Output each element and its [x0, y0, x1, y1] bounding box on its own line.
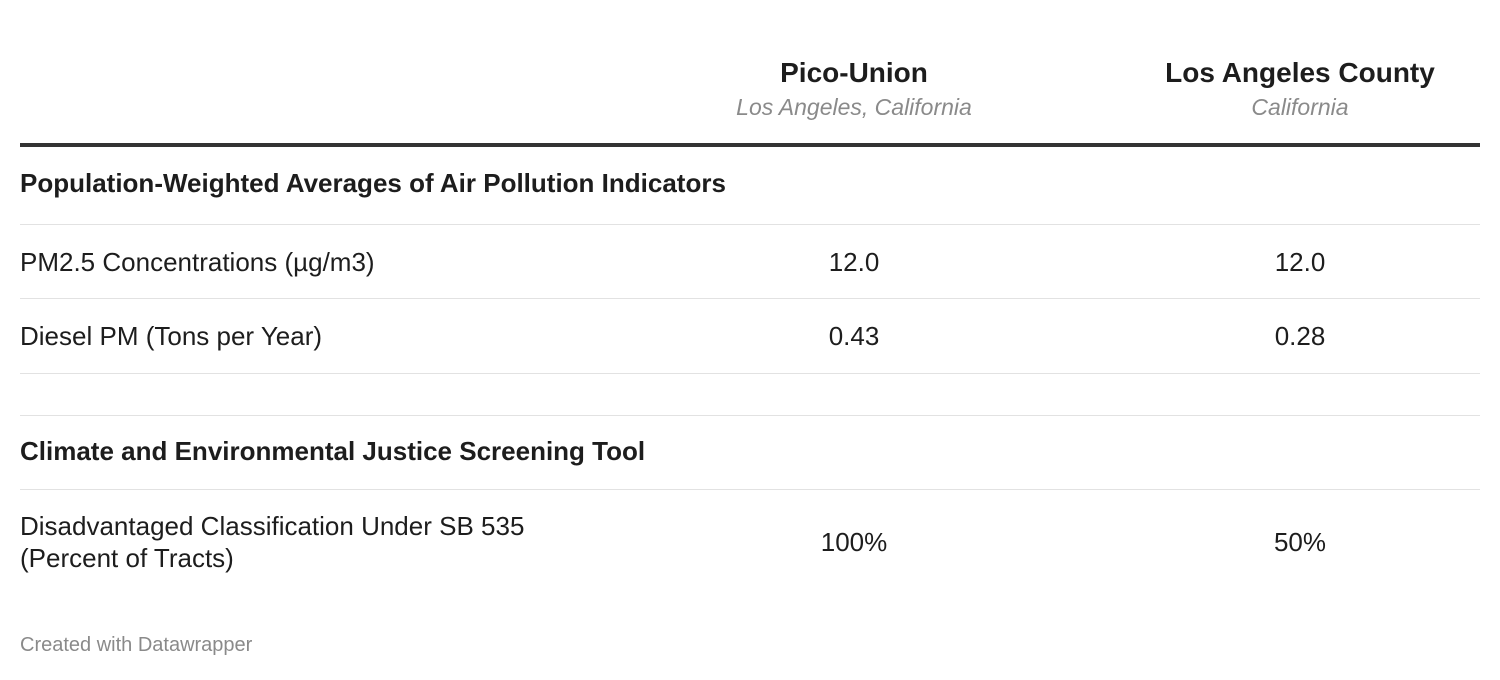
section-title-screening-tool: Climate and Environmental Justice Screen…	[20, 436, 646, 466]
cell-value: 12.0	[828, 247, 880, 277]
row-divider	[20, 298, 1480, 299]
row-divider	[20, 415, 1480, 416]
section-title-air-pollution: Population-Weighted Averages of Air Poll…	[20, 168, 726, 198]
section-header-row: Climate and Environmental Justice Screen…	[20, 416, 1480, 490]
row-divider	[20, 373, 1480, 374]
row-label: Diesel PM (Tons per Year)	[20, 321, 323, 351]
table-row: PM2.5 Concentrations (µg/m3) 12.0 12.0	[20, 225, 1480, 299]
column-title-pico-union: Pico-Union	[780, 57, 928, 88]
row-label-line2: (Percent of Tracts)	[20, 543, 234, 573]
footer-credit: Created with Datawrapper	[20, 634, 253, 656]
cell-value: 0.43	[828, 321, 880, 351]
cell-value: 100%	[820, 527, 888, 557]
section-header-row: Population-Weighted Averages of Air Poll…	[20, 148, 1480, 225]
cell-value: 0.28	[1274, 321, 1326, 351]
row-divider	[20, 224, 1480, 225]
column-subtitle-la-county: California	[1251, 94, 1349, 120]
cell-value: 12.0	[1274, 247, 1326, 277]
cell-value: 50%	[1273, 527, 1327, 557]
row-divider	[20, 489, 1480, 490]
header-divider	[20, 143, 1480, 147]
column-title-la-county: Los Angeles County	[1165, 57, 1435, 88]
column-subtitle-pico-union: Los Angeles, California	[736, 94, 972, 120]
table-header: Pico-Union Los Angeles, California Los A…	[20, 0, 1480, 148]
spacer-row	[20, 374, 1480, 416]
table-row: Diesel PM (Tons per Year) 0.43 0.28	[20, 299, 1480, 374]
row-label-line1: Disadvantaged Classification Under SB 53…	[20, 511, 525, 541]
row-label: PM2.5 Concentrations (µg/m3)	[20, 247, 375, 277]
table-row: Disadvantaged Classification Under SB 53…	[20, 490, 1480, 590]
